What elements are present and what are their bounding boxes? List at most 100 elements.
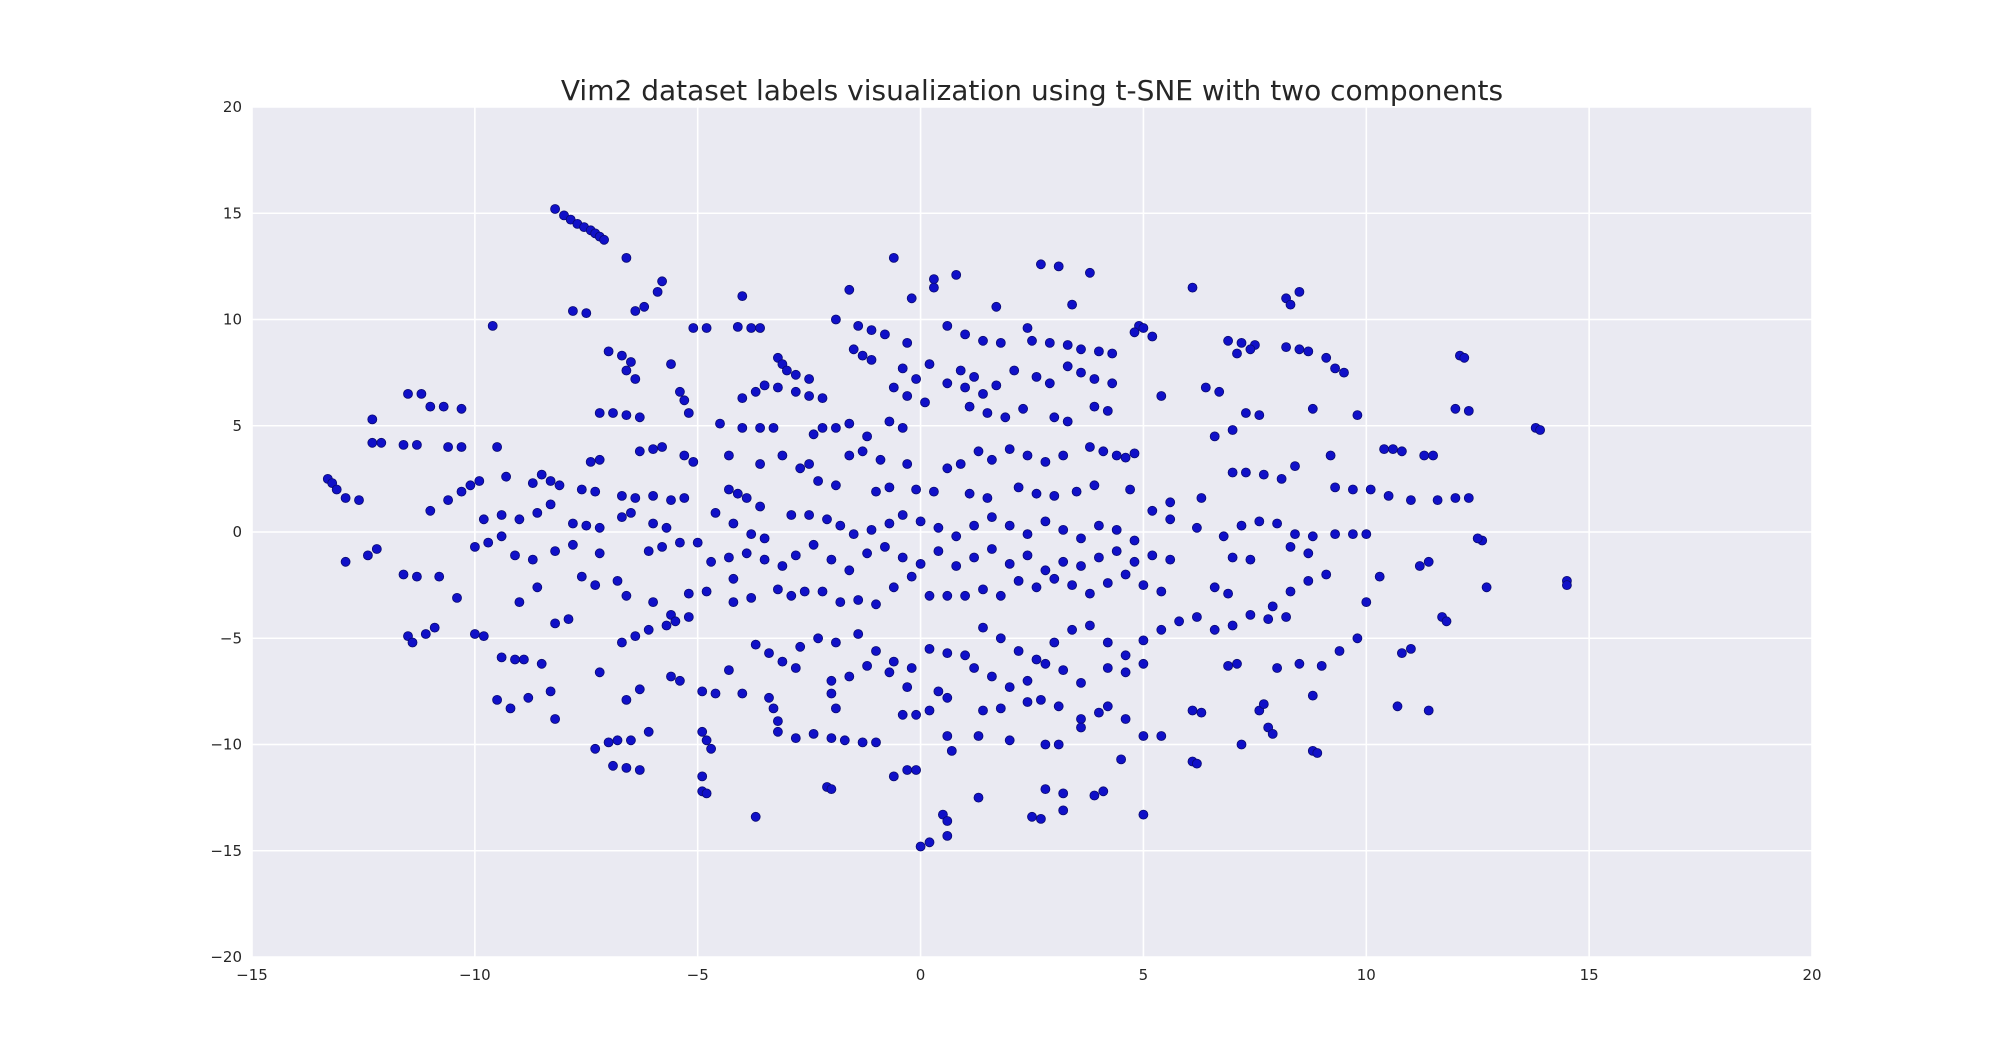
scatter-point — [1463, 493, 1474, 503]
scatter-point — [1562, 580, 1572, 590]
scatter-point — [826, 554, 837, 565]
scatter-point — [1227, 552, 1238, 563]
scatter-point — [657, 542, 667, 552]
scatter-point — [1423, 556, 1434, 567]
scatter-point — [808, 539, 819, 550]
scatter-point — [1098, 446, 1109, 457]
scatter-point — [1040, 784, 1051, 794]
scatter-point — [1450, 493, 1461, 503]
scatter-point — [786, 590, 797, 601]
scatter-point — [777, 561, 788, 571]
scatter-point — [987, 512, 997, 522]
scatter-point — [634, 684, 645, 695]
scatter-point — [1120, 714, 1131, 724]
scatter-point — [425, 401, 436, 412]
scatter-point — [1138, 809, 1149, 820]
scatter-point — [866, 525, 877, 535]
scatter-point — [1307, 690, 1318, 701]
scatter-point — [933, 522, 944, 533]
scatter-point — [1027, 811, 1037, 822]
scatter-point — [978, 335, 988, 346]
scatter-point — [862, 431, 872, 442]
scatter-point — [1147, 331, 1158, 342]
y-tick-label: 15 — [223, 204, 242, 222]
scatter-point — [1098, 786, 1109, 797]
scatter-point — [648, 518, 658, 529]
scatter-point — [594, 667, 605, 678]
scatter-point — [746, 593, 757, 603]
scatter-point — [1414, 561, 1425, 571]
scatter-point — [1223, 588, 1233, 599]
scatter-point — [1165, 514, 1176, 525]
scatter-point — [826, 784, 837, 794]
scatter-point — [1044, 337, 1055, 348]
scatter-point — [831, 422, 841, 433]
scatter-point — [661, 522, 672, 533]
scatter-point — [1089, 480, 1100, 491]
scatter-point — [871, 737, 881, 748]
scatter-point — [955, 459, 966, 469]
scatter-point — [1330, 363, 1340, 374]
scatter-point — [621, 365, 632, 376]
scatter-point — [456, 486, 467, 497]
scatter-point — [1076, 344, 1086, 355]
scatter-point — [1049, 637, 1060, 648]
scatter-point — [1285, 299, 1296, 310]
scatter-point — [492, 442, 503, 452]
scatter-point — [706, 743, 716, 754]
scatter-point — [1196, 493, 1207, 503]
y-tick-label: 0 — [232, 523, 242, 541]
scatter-point — [911, 765, 921, 775]
scatter-point — [1138, 658, 1149, 669]
scatter-point — [1459, 352, 1470, 363]
scatter-point — [1241, 467, 1251, 478]
scatter-point — [1290, 529, 1300, 539]
scatter-point — [1031, 582, 1042, 593]
scatter-point — [1036, 695, 1046, 705]
scatter-point — [1463, 405, 1474, 416]
scatter-point — [897, 422, 908, 433]
scatter-point — [505, 703, 516, 714]
scatter-point — [1254, 516, 1265, 527]
scatter-point — [1044, 378, 1055, 389]
scatter-point — [1209, 431, 1220, 442]
scatter-point — [951, 531, 962, 542]
scatter-point — [666, 359, 676, 370]
scatter-point — [724, 484, 734, 495]
scatter-point — [804, 374, 814, 384]
scatter-point — [924, 590, 935, 601]
scatter-point — [915, 559, 926, 569]
scatter-point — [1419, 450, 1430, 461]
scatter-point — [1089, 401, 1100, 412]
scatter-point — [759, 554, 770, 565]
scatter-point — [978, 622, 988, 633]
scatter-point — [648, 490, 658, 501]
x-tick-label: −10 — [459, 966, 491, 984]
scatter-point — [768, 422, 779, 433]
scatter-point — [425, 505, 436, 516]
scatter-point — [679, 450, 690, 461]
scatter-point — [1027, 335, 1037, 346]
scatter-point — [626, 735, 636, 746]
scatter-point — [398, 439, 409, 450]
scatter-point — [1223, 661, 1233, 671]
scatter-point — [1348, 484, 1358, 495]
scatter-point — [1022, 675, 1033, 686]
scatter-point — [897, 552, 908, 563]
scatter-point — [737, 688, 748, 699]
scatter-point — [617, 490, 627, 501]
scatter-point — [1245, 344, 1256, 355]
scatter-point — [755, 422, 765, 433]
scatter-point — [995, 590, 1006, 601]
scatter-point — [755, 323, 765, 333]
scatter-point — [1227, 467, 1238, 478]
scatter-point — [496, 652, 507, 663]
scatter-point — [1245, 554, 1256, 565]
scatter-point — [808, 429, 819, 440]
scatter-point — [848, 344, 859, 355]
scatter-point — [1441, 616, 1452, 627]
scatter-point — [612, 735, 623, 746]
scatter-point — [1120, 650, 1131, 661]
y-tick-label: −20 — [210, 948, 242, 966]
scatter-point — [813, 476, 823, 486]
